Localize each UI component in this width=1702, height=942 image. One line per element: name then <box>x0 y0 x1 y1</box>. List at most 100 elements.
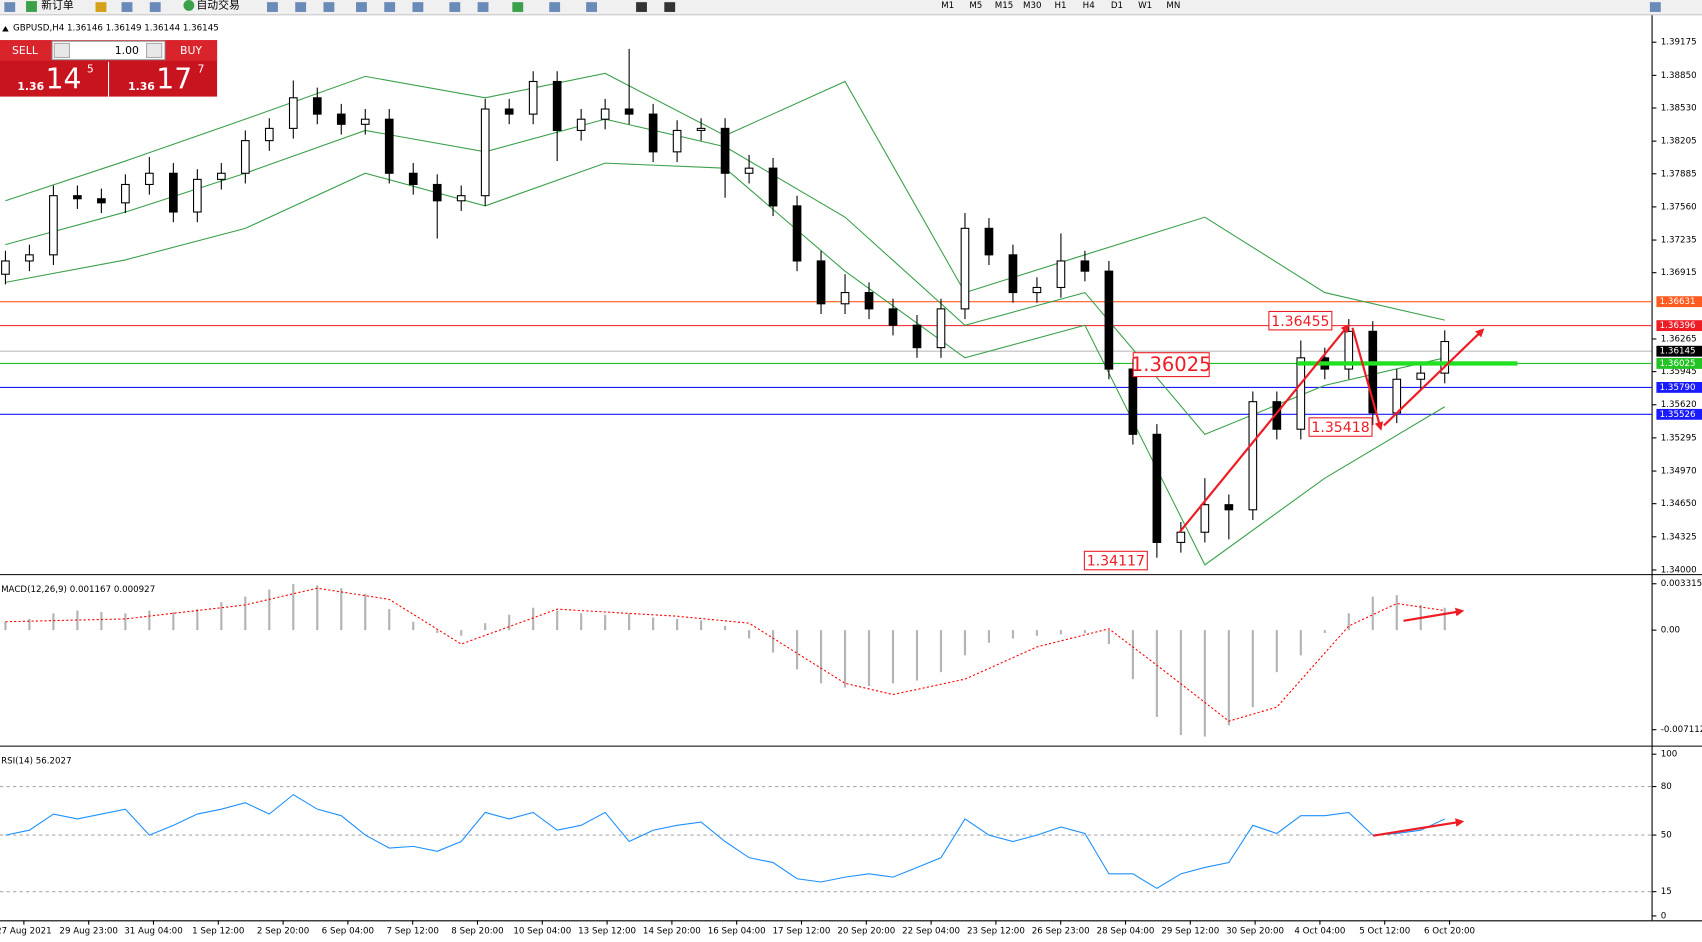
tool-icon[interactable] <box>586 2 598 12</box>
new-order-button[interactable]: 新订单 <box>41 0 74 11</box>
tool-icon[interactable] <box>121 2 133 12</box>
macd-bar <box>4 621 7 631</box>
macd-bar <box>364 593 367 631</box>
tool-icon[interactable] <box>477 2 489 12</box>
time-label: 20 Sep 20:00 <box>837 927 895 937</box>
y-tick-label: 1.38850 <box>1661 71 1697 81</box>
buy-pips[interactable]: 17 <box>156 62 192 95</box>
macd-bar <box>700 620 703 631</box>
candle-body <box>1368 330 1378 414</box>
tool-icon[interactable] <box>449 2 461 12</box>
tool-icon[interactable] <box>512 2 524 12</box>
candle-body <box>336 113 346 125</box>
candle-body <box>1032 286 1042 294</box>
y-tick-label: 1.37560 <box>1661 202 1697 212</box>
time-label: 28 Sep 04:00 <box>1097 927 1155 937</box>
candle-body <box>504 108 514 115</box>
macd-bar <box>1155 630 1158 717</box>
macd-bar <box>412 621 415 631</box>
time-label: 31 Aug 04:00 <box>124 927 182 937</box>
macd-bar <box>1059 630 1063 635</box>
trend-arrow <box>1179 323 1350 533</box>
lot-up[interactable] <box>145 42 163 59</box>
macd-bar <box>100 611 103 631</box>
lot-input[interactable] <box>51 40 166 61</box>
time-label: 23 Sep 12:00 <box>967 927 1025 937</box>
time-label: 7 Sep 12:00 <box>387 927 439 937</box>
tool-icon[interactable] <box>664 2 676 12</box>
tool-icon[interactable] <box>95 2 107 12</box>
sell-point[interactable]: 5 <box>87 62 94 75</box>
level-price-tag <box>1656 320 1702 332</box>
tool-icon[interactable] <box>267 2 278 12</box>
tool-icon[interactable] <box>412 2 424 12</box>
tool-icon[interactable] <box>295 2 307 12</box>
time-label: 16 Sep 04:00 <box>708 927 766 937</box>
candle-body <box>1176 531 1186 543</box>
candle-body <box>840 292 850 305</box>
macd-bar <box>244 596 247 631</box>
sell-pips[interactable]: 14 <box>46 62 82 95</box>
timeframe-button[interactable]: H4 <box>1083 1 1096 11</box>
buy-label[interactable]: BUY <box>180 44 202 57</box>
macd-bar <box>1203 630 1206 737</box>
level-price-tag <box>1656 358 1702 369</box>
macd-bar <box>939 630 943 673</box>
timeframe-button[interactable]: M1 <box>941 1 954 11</box>
candle-body <box>912 324 922 349</box>
level-price-tag <box>1656 296 1702 308</box>
macd-bar <box>532 607 535 631</box>
candle-body <box>408 172 418 186</box>
timeframe-button[interactable]: M30 <box>1023 1 1042 11</box>
level-price-label: 1.36396 <box>1660 321 1696 331</box>
macd-bar <box>891 630 895 684</box>
tool-icon[interactable] <box>549 2 561 12</box>
candle-body <box>456 195 466 202</box>
macd-bar <box>1107 630 1110 645</box>
auto-trading-icon[interactable] <box>183 0 195 11</box>
candle-body <box>1440 340 1450 374</box>
timeframe-button[interactable]: M5 <box>969 1 982 11</box>
macd-bar <box>556 610 559 631</box>
macd-bar <box>676 618 679 631</box>
auto-trading-button[interactable]: 自动交易 <box>196 0 239 11</box>
candle-body <box>240 140 250 174</box>
tool-icon[interactable] <box>4 2 16 12</box>
price-annotation-box <box>1132 352 1210 378</box>
candle-body <box>768 167 778 207</box>
tool-icon[interactable] <box>356 2 367 12</box>
macd-bar <box>484 623 487 631</box>
lot-down[interactable] <box>53 42 71 59</box>
lot-value[interactable]: 1.00 <box>115 44 139 57</box>
timeframe-button[interactable]: W1 <box>1138 1 1152 11</box>
tool-icon[interactable] <box>384 2 396 12</box>
macd-arrow <box>1403 607 1465 622</box>
candle-body <box>216 172 226 180</box>
buy-big[interactable]: 1.36 <box>128 80 155 93</box>
tool-icon[interactable] <box>1649 2 1661 12</box>
time-label: 6 Sep 04:00 <box>322 927 374 937</box>
macd-bar <box>843 630 847 688</box>
macd-bar <box>628 613 631 631</box>
macd-signal <box>5 587 1445 722</box>
candle-body <box>1296 357 1306 430</box>
timeframe-button[interactable]: H1 <box>1054 1 1066 11</box>
candle-body <box>888 308 898 326</box>
time-label: 4 Oct 04:00 <box>1294 927 1345 937</box>
timeframe-button[interactable]: D1 <box>1111 1 1123 11</box>
sell-button[interactable] <box>0 40 52 61</box>
sell-big[interactable]: 1.36 <box>17 80 44 93</box>
buy-point[interactable]: 7 <box>198 62 205 75</box>
tool-icon[interactable] <box>149 2 161 12</box>
sell-label[interactable]: SELL <box>12 44 38 57</box>
tool-icon[interactable] <box>636 2 647 12</box>
buy-button[interactable] <box>166 40 218 61</box>
macd-bar <box>172 611 175 631</box>
macd-bar <box>819 630 823 684</box>
tool-icon[interactable] <box>323 2 335 12</box>
level-price-label: 1.36025 <box>1660 359 1696 369</box>
macd-bar <box>1395 595 1398 631</box>
timeframe-button[interactable]: M15 <box>995 1 1014 11</box>
new-order-icon[interactable] <box>26 1 37 12</box>
timeframe-button[interactable]: MN <box>1166 1 1180 11</box>
